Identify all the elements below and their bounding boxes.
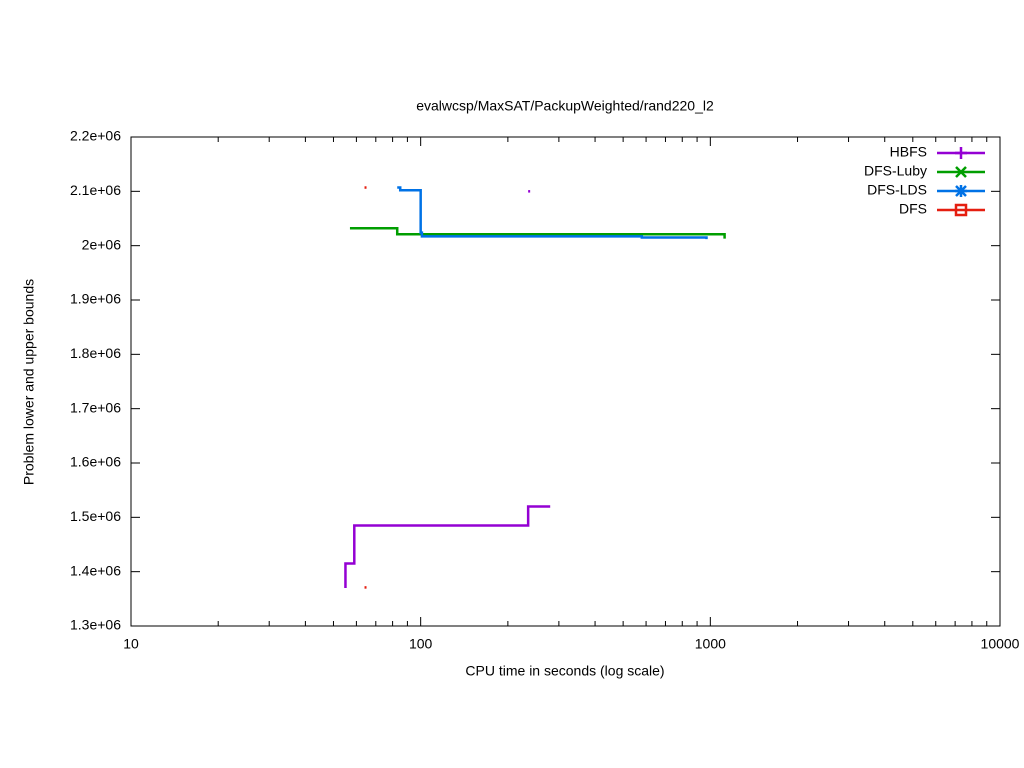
legend-label: HBFS [890,144,927,160]
y-tick-label: 1.7e+06 [70,399,121,415]
legend-label: DFS-LDS [867,182,927,198]
x-tick-label: 10000 [981,636,1020,652]
y-tick-label: 1.3e+06 [70,617,121,633]
y-tick-label: 1.5e+06 [70,508,121,524]
y-tick-label: 2.1e+06 [70,182,121,198]
legend-label: DFS-Luby [864,163,927,179]
y-tick-label: 2e+06 [82,236,122,252]
x-axis-label: CPU time in seconds (log scale) [465,663,664,679]
x-tick-label: 10 [123,636,139,652]
legend-label: DFS [899,201,927,217]
legend-marker [954,203,968,217]
x-tick-label: 100 [409,636,433,652]
plot-frame [130,136,1001,627]
y-tick-label: 1.6e+06 [70,454,121,470]
legend-marker [955,166,967,178]
series-line [349,227,726,239]
y-tick-label: 1.4e+06 [70,562,121,578]
y-tick-label: 1.9e+06 [70,291,121,307]
legend-marker [955,185,967,197]
y-tick-label: 2.2e+06 [70,128,121,144]
legend-marker [955,147,967,159]
series-line [397,186,708,240]
chart-title: evalwcsp/MaxSAT/PackupWeighted/rand220_l… [416,98,714,114]
y-tick-label: 1.8e+06 [70,345,121,361]
x-tick-label: 1000 [695,636,726,652]
series-line [344,505,551,588]
y-axis-label: Problem lower and upper bounds [21,279,37,485]
